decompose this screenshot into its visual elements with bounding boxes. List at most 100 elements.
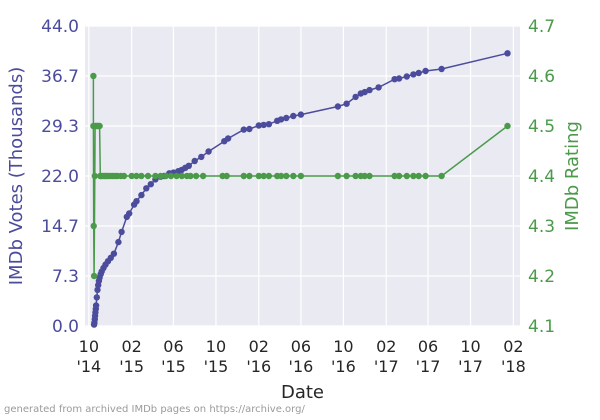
- data-point: [438, 65, 445, 73]
- data-point: [162, 172, 169, 180]
- data-point: [96, 122, 103, 130]
- data-point: [246, 172, 253, 180]
- y-right-tick-label: 4.1: [528, 317, 555, 337]
- data-point: [240, 172, 247, 180]
- data-point: [120, 172, 128, 180]
- data-point: [185, 162, 192, 169]
- data-point: [422, 67, 429, 75]
- data-point: [361, 172, 368, 180]
- data-point: [115, 238, 122, 246]
- y-right-tick-label: 4.7: [528, 17, 555, 37]
- data-point: [90, 72, 97, 80]
- data-point: [138, 191, 145, 199]
- x-tick-label: 02'15: [119, 337, 144, 376]
- data-point: [138, 172, 145, 180]
- y-left-tick-label: 7.3: [52, 267, 79, 287]
- data-point: [255, 122, 262, 129]
- data-point: [128, 172, 135, 180]
- data-point: [265, 172, 273, 180]
- data-point: [187, 172, 194, 180]
- x-tick-label: 10'16: [331, 337, 356, 376]
- data-point: [246, 125, 253, 133]
- data-point: [224, 135, 232, 142]
- data-point: [92, 302, 100, 309]
- axes: 0.0 7.3 14.7 22.0 29.3 36.7 44.0 4.1 4.2 4.3 4.4 4.…: [6, 17, 583, 403]
- data-point: [147, 181, 154, 188]
- y-left-tick-label: 44.0: [41, 17, 79, 37]
- credit-text: generated from archived IMDb pages on ht…: [4, 404, 305, 415]
- x-tick-label: 10'17: [458, 337, 483, 376]
- data-point: [126, 210, 133, 217]
- data-point: [178, 172, 185, 180]
- data-point: [290, 172, 297, 180]
- votes-series: [90, 50, 511, 328]
- data-point: [91, 172, 99, 180]
- data-point: [415, 69, 422, 77]
- x-tick-label: 10'15: [204, 337, 229, 376]
- y-right-axis-label: IMDb Rating: [562, 121, 583, 231]
- data-point: [334, 172, 342, 180]
- data-point: [438, 172, 445, 180]
- y-left-tick-label: 36.7: [41, 67, 79, 87]
- data-point: [144, 172, 152, 180]
- data-point: [415, 172, 422, 180]
- y-left-tick-label: 14.7: [41, 217, 79, 237]
- data-point: [297, 111, 305, 118]
- data-point: [94, 286, 101, 294]
- data-point: [152, 172, 159, 180]
- data-point: [240, 126, 247, 133]
- data-point: [260, 121, 267, 129]
- y-right-tick-label: 4.4: [528, 167, 555, 187]
- data-point: [366, 86, 373, 94]
- data-point: [93, 294, 101, 301]
- data-point: [290, 112, 297, 120]
- y-right-tick-label: 4.5: [528, 117, 555, 137]
- data-point: [192, 172, 200, 180]
- data-point: [410, 172, 417, 180]
- data-point: [260, 172, 267, 180]
- data-point: [110, 250, 118, 257]
- data-point: [173, 172, 180, 180]
- data-point: [375, 84, 382, 91]
- data-point: [157, 172, 164, 180]
- data-point: [118, 228, 125, 236]
- data-point: [403, 73, 410, 80]
- x-axis-label: Date: [281, 382, 324, 403]
- data-point: [143, 185, 150, 192]
- y-right-tick-label: 4.2: [528, 267, 555, 287]
- data-point: [198, 153, 205, 161]
- x-tick-label: 06'17: [416, 337, 441, 376]
- data-point: [283, 114, 290, 122]
- data-point: [366, 172, 373, 180]
- y-left-tick-label: 22.0: [41, 167, 79, 187]
- data-point: [352, 93, 359, 101]
- data-point: [403, 172, 410, 180]
- data-point: [334, 103, 342, 110]
- x-tick-label: 02'18: [501, 337, 526, 376]
- data-point: [199, 172, 207, 180]
- data-point: [343, 100, 350, 107]
- y-right-tick-label: 4.6: [528, 67, 555, 87]
- x-tick-label: 06'16: [289, 337, 314, 376]
- x-tick-label: 06'15: [161, 337, 186, 376]
- data-point: [283, 172, 290, 180]
- x-tick-label: 02'17: [374, 337, 399, 376]
- data-point: [90, 272, 98, 280]
- y-right-tick-label: 4.3: [528, 217, 555, 237]
- data-point: [504, 122, 511, 130]
- data-point: [223, 172, 230, 180]
- data-point: [133, 198, 140, 205]
- data-point: [343, 172, 350, 180]
- data-point: [361, 88, 368, 96]
- x-tick-label: 02'16: [246, 337, 271, 376]
- data-point: [277, 172, 285, 180]
- data-point: [255, 172, 262, 180]
- data-point: [422, 172, 429, 180]
- data-point: [395, 172, 403, 180]
- y-left-tick-label: 29.3: [41, 117, 79, 137]
- data-point: [410, 71, 417, 78]
- y-left-tick-label: 0.0: [52, 317, 79, 337]
- data-point: [297, 172, 305, 180]
- data-point: [395, 75, 403, 82]
